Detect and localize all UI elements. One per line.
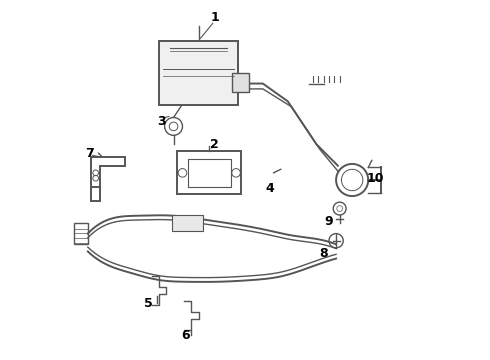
Text: 1: 1 [210, 11, 219, 24]
Text: 2: 2 [210, 138, 219, 151]
Text: 7: 7 [85, 147, 94, 160]
Text: 3: 3 [157, 114, 165, 127]
FancyBboxPatch shape [159, 41, 238, 105]
Text: 10: 10 [367, 172, 384, 185]
Text: 6: 6 [182, 329, 191, 342]
Text: 8: 8 [319, 247, 328, 260]
Text: 4: 4 [266, 183, 274, 195]
FancyBboxPatch shape [172, 215, 203, 231]
Text: 5: 5 [144, 297, 153, 310]
FancyBboxPatch shape [232, 73, 248, 93]
Text: 9: 9 [325, 215, 333, 228]
